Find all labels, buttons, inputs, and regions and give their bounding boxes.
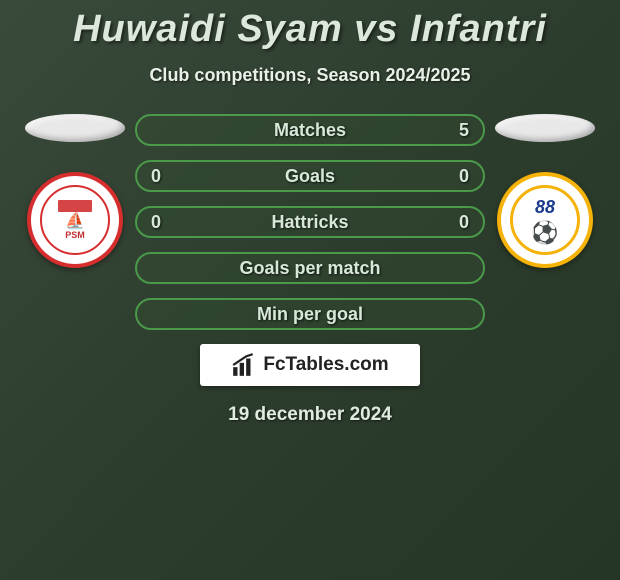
stat-right-value: 0 xyxy=(459,212,469,233)
stat-right-value: 0 xyxy=(459,166,469,187)
stat-label: Goals per match xyxy=(239,258,380,279)
club-badge-left: ⛵ PSM xyxy=(27,172,123,268)
right-player-column: 88 ⚽ xyxy=(485,114,605,268)
page-title: Huwaidi Syam vs Infantri xyxy=(0,0,620,51)
chart-icon xyxy=(231,352,257,378)
brand-logo: FcTables.com xyxy=(200,344,420,386)
stat-row-min-per-goal: Min per goal xyxy=(135,298,485,330)
page-subtitle: Club competitions, Season 2024/2025 xyxy=(0,65,620,86)
stat-right-value: 5 xyxy=(459,120,469,141)
stat-row-goals: 0 Goals 0 xyxy=(135,160,485,192)
comparison-content: ⛵ PSM Matches 5 0 Goals 0 0 Hattricks 0 … xyxy=(0,114,620,330)
stats-list: Matches 5 0 Goals 0 0 Hattricks 0 Goals … xyxy=(135,114,485,330)
stat-left-value: 0 xyxy=(151,166,161,187)
player-photo-placeholder-left xyxy=(25,114,125,142)
stat-label: Hattricks xyxy=(271,212,348,233)
club-left-abbrev: PSM xyxy=(65,230,85,240)
stat-left-value: 0 xyxy=(151,212,161,233)
stat-label: Goals xyxy=(285,166,335,187)
stat-row-goals-per-match: Goals per match xyxy=(135,252,485,284)
brick-icon xyxy=(58,200,92,212)
stat-row-matches: Matches 5 xyxy=(135,114,485,146)
soccer-ball-icon: ⚽ xyxy=(531,222,558,244)
stat-label: Matches xyxy=(274,120,346,141)
club-right-number: 88 xyxy=(535,197,555,218)
date-text: 19 december 2024 xyxy=(0,404,620,426)
stat-label: Min per goal xyxy=(257,304,363,325)
player-photo-placeholder-right xyxy=(495,114,595,142)
brand-text: FcTables.com xyxy=(263,354,388,376)
left-player-column: ⛵ PSM xyxy=(15,114,135,268)
club-badge-right: 88 ⚽ xyxy=(497,172,593,268)
boat-icon: ⛵ xyxy=(65,214,85,230)
club-badge-left-inner: ⛵ PSM xyxy=(40,185,110,255)
stat-row-hattricks: 0 Hattricks 0 xyxy=(135,206,485,238)
club-badge-right-inner: 88 ⚽ xyxy=(510,185,580,255)
